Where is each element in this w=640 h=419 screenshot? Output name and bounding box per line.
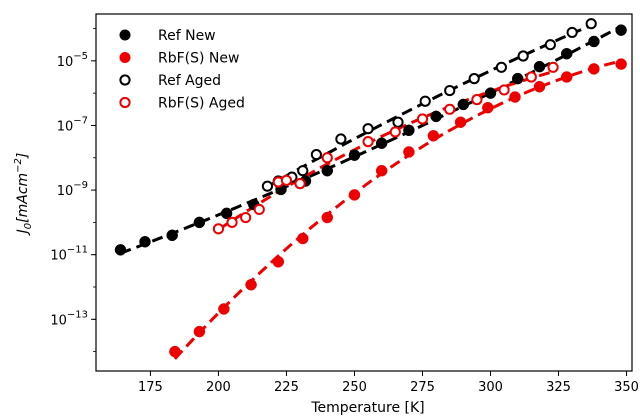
data-point [321,164,334,177]
data-markers [114,18,627,358]
data-point [253,203,265,216]
data-point [297,165,309,177]
data-point [297,232,309,245]
plot-frame [95,13,633,372]
x-axis: 175 200 225 250 275 300 325 350 [138,371,639,395]
y-tick-label: 10−5 [57,51,88,70]
data-point [348,189,361,201]
legend-marker [119,52,131,63]
data-point [375,137,388,149]
data-point [166,229,178,242]
legend-label: Ref New [158,28,216,44]
data-point [261,180,274,192]
data-point [566,26,578,39]
x-tick-label: 325 [546,380,571,395]
x-tick-label: 350 [614,380,639,395]
data-point [498,84,510,96]
data-point [471,94,483,106]
data-point [615,24,627,36]
y-axis-label: J0[mAcm−2] [13,153,34,237]
legend: Ref New RbF(S) New Ref Aged RbF(S) Aged [119,28,245,112]
y-tick-label: 10−11 [50,245,88,264]
data-point [588,63,600,75]
data-point [533,80,546,93]
data-point [169,345,181,358]
data-point [560,71,573,83]
y-axis: 10−13 10−11 10−9 10−7 10−5 [50,28,96,353]
data-point [533,60,546,73]
legend-marker [119,74,131,86]
data-point [615,58,627,70]
x-tick-label: 300 [478,380,503,395]
data-point [139,236,151,248]
data-point [321,211,334,224]
data-point [468,73,480,85]
x-axis-label: Temperature [K] [310,400,424,416]
data-point [375,164,388,177]
data-point [348,149,361,161]
data-point [218,303,230,315]
data-point [114,244,127,256]
data-point [585,18,597,30]
legend-label: Ref Aged [158,73,221,89]
data-point [310,148,322,161]
data-point [245,278,257,291]
y-tick-label: 10−9 [57,180,88,199]
x-tick-label: 250 [342,380,367,395]
data-point [588,35,600,48]
x-tick-label: 200 [206,380,231,395]
data-point [240,211,252,224]
data-point [389,126,401,138]
data-point [220,207,233,220]
data-point [484,87,497,99]
data-point [511,72,524,85]
data-point [280,174,293,186]
data-point [193,216,206,229]
y-tick-label: 10−13 [50,309,88,328]
data-point [444,103,456,115]
data-point [403,146,415,158]
fit-line [217,71,551,231]
legend-marker [119,29,131,41]
data-point [482,101,494,114]
data-point [427,130,440,142]
data-point [362,136,374,148]
data-point [419,95,431,107]
legend-label: RbF(S) New [158,51,239,67]
data-point [454,116,467,128]
data-point [335,133,347,145]
fit-line [266,25,590,188]
data-point [560,47,573,60]
x-tick-label: 225 [274,380,299,395]
data-point [294,178,306,190]
data-point [457,98,470,111]
data-point [226,216,238,228]
data-point [509,91,521,103]
data-point [272,256,285,268]
legend-label: RbF(S) Aged [158,96,245,112]
data-point [430,110,442,123]
x-tick-label: 275 [410,380,435,395]
data-point [444,84,456,97]
data-point [517,50,529,62]
data-point [547,61,559,73]
data-point [392,116,404,128]
legend-marker [119,96,131,109]
data-point [416,113,429,125]
data-point [544,39,556,51]
plot-area [95,13,633,372]
data-point [362,123,374,135]
data-point [525,71,537,83]
data-point [321,152,333,164]
x-tick-label: 175 [138,380,163,395]
data-point [495,61,508,73]
data-point [403,124,415,137]
data-point [193,325,206,338]
y-tick-label: 10−7 [57,115,88,134]
data-point [212,223,225,235]
